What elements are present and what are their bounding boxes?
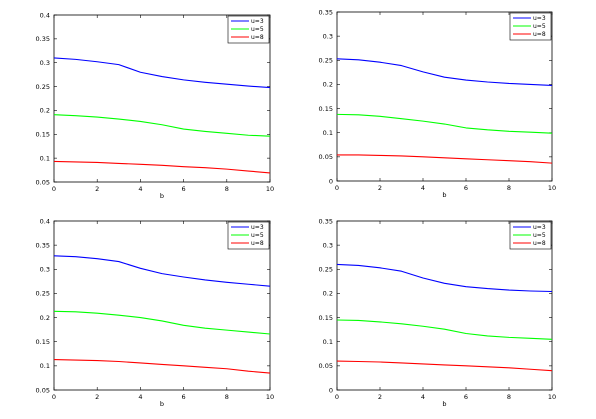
series-line-u=3 [336, 263, 553, 293]
y-tick-label: 0.35 [319, 8, 333, 16]
y-tick-label: 0.4 [40, 217, 50, 225]
legend-label: u=8 [533, 240, 546, 247]
series-line-u=8 [337, 154, 553, 164]
x-tick-label: 4 [421, 184, 425, 192]
y-tick-label: 0.25 [319, 57, 333, 65]
x-tick-label: 0 [52, 393, 56, 401]
x-tick-label: 0 [335, 393, 339, 401]
x-tick-label: 6 [182, 393, 186, 401]
legend-label: u=3 [533, 224, 546, 231]
x-tick-label: 8 [507, 393, 511, 401]
y-tick-label: 0.4 [40, 11, 50, 19]
legend-label: u=5 [533, 232, 546, 239]
y-tick-label: 0.15 [36, 338, 50, 346]
x-tick-label: 2 [95, 393, 99, 401]
y-tick-label: 0.1 [40, 154, 50, 162]
y-tick-label: 0.25 [36, 290, 50, 298]
y-tick-label: 0.3 [323, 32, 333, 40]
legend-label: u=5 [251, 232, 264, 239]
y-tick-label: 0.2 [40, 314, 50, 322]
x-axis-label: b [160, 400, 164, 408]
x-tick-label: 8 [225, 393, 229, 401]
y-tick-label: 0.3 [40, 59, 50, 67]
legend-label: u=8 [251, 34, 264, 41]
legend: u=3u=5u=8 [227, 15, 270, 44]
y-tick-label: 0.3 [40, 266, 50, 274]
x-tick-label: 10 [266, 393, 274, 401]
y-tick-label: 0.35 [36, 35, 50, 43]
legend-label: u=5 [533, 23, 546, 30]
series-line-u=3 [336, 58, 553, 86]
y-tick-label: 0.25 [319, 266, 333, 274]
y-tick-label: 0.2 [323, 290, 333, 298]
series-line-u=3 [53, 57, 271, 89]
x-axis-label: b [442, 400, 446, 408]
y-tick-label: 0.15 [319, 105, 333, 113]
y-tick-label: 0.2 [40, 107, 50, 115]
series-line-u=8 [336, 360, 553, 372]
series-line-u=5 [336, 113, 553, 134]
y-tick-label: 0.05 [36, 386, 50, 394]
x-tick-label: 4 [138, 393, 142, 401]
series-line-u=5 [336, 319, 553, 340]
x-axis-label: b [160, 192, 164, 200]
x-tick-label: 4 [421, 393, 425, 401]
subplot-3: 0 2 4 6 8 100.050.10.150.20.250.30.350.4bu=3u… [36, 217, 275, 408]
y-tick-label: 0.35 [319, 217, 333, 225]
subplot-4: 0 2 4 6 8 10 0 0.05 0.1 0.15 0.2 0.25 0.3 0.35 b u=3u=5… [319, 217, 557, 408]
legend-label: u=3 [251, 18, 264, 25]
legend-label: u=3 [251, 224, 264, 231]
x-tick-label: 8 [225, 185, 229, 193]
x-tick-label: 10 [548, 393, 556, 401]
x-tick-label: 0 [335, 184, 339, 192]
y-tick-label: 0 [329, 386, 333, 394]
x-tick-label: 4 [138, 185, 142, 193]
legend: u=3u=5u=8 [509, 221, 552, 250]
legend-label: u=5 [251, 26, 264, 33]
subplot-2: 0 2 4 6 8 10 0 0.05 0.1 0.15 0.2 0.25 0.3 0.35 b u=3u=5… [319, 8, 557, 199]
subplot-1: 0 2 4 6 8 100.050.10.150.20.250.30.350.4bu=3u… [36, 11, 275, 200]
x-tick-label: 2 [378, 184, 382, 192]
legend: u=3u=5u=8 [227, 221, 270, 250]
x-tick-label: 6 [464, 393, 468, 401]
x-axis-label: b [442, 191, 446, 199]
y-tick-label: 0.2 [323, 81, 333, 89]
x-tick-label: 10 [266, 185, 274, 193]
x-tick-label: 2 [95, 185, 99, 193]
x-tick-label: 2 [378, 393, 382, 401]
y-tick-label: 0.15 [319, 314, 333, 322]
series-line-u=3 [53, 255, 271, 287]
series-line-u=8 [53, 359, 271, 374]
y-tick-label: 0.3 [323, 241, 333, 249]
series-line-u=5 [53, 114, 271, 137]
legend: u=3u=5u=8 [509, 12, 552, 41]
y-tick-label: 0.05 [319, 362, 333, 370]
y-tick-label: 0.1 [40, 362, 50, 370]
legend-label: u=8 [251, 240, 264, 247]
y-tick-label: 0.05 [319, 153, 333, 161]
x-tick-label: 6 [182, 185, 186, 193]
y-tick-label: 0.1 [323, 129, 333, 137]
series-line-u=5 [53, 310, 271, 335]
y-tick-label: 0.05 [36, 178, 50, 186]
x-tick-label: 8 [507, 184, 511, 192]
series-line-u=8 [53, 160, 271, 174]
legend-label: u=8 [533, 31, 546, 38]
y-tick-label: 0.35 [36, 241, 50, 249]
y-tick-label: 0.25 [36, 83, 50, 91]
x-tick-label: 0 [52, 185, 56, 193]
x-tick-label: 10 [548, 184, 556, 192]
legend-label: u=3 [533, 15, 546, 22]
y-tick-label: 0 [329, 177, 333, 185]
y-tick-label: 0.15 [36, 131, 50, 139]
y-tick-label: 0.1 [323, 338, 333, 346]
x-tick-label: 6 [464, 184, 468, 192]
